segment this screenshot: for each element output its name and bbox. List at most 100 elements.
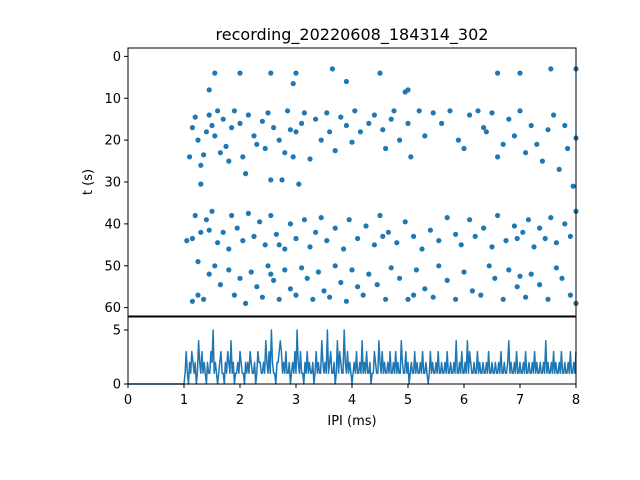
raster-point (327, 129, 333, 135)
raster-point (380, 127, 386, 133)
raster-point (517, 108, 523, 114)
raster-point (523, 150, 529, 156)
raster-point (332, 263, 338, 269)
raster-point (290, 154, 296, 160)
raster-point (223, 143, 229, 149)
raster-point (380, 233, 386, 239)
raster-point (528, 122, 534, 129)
raster-point (472, 233, 478, 239)
raster-point (559, 275, 565, 281)
raster-point (500, 141, 506, 147)
raster-point (324, 238, 330, 244)
raster-point (461, 269, 467, 275)
raster-point (243, 300, 249, 306)
raster-point (383, 296, 389, 302)
raster-point (271, 277, 277, 283)
raster-point (276, 242, 282, 248)
histogram-x-tick-label: 0 (124, 393, 132, 408)
raster-point (293, 70, 299, 76)
raster-point (201, 152, 207, 158)
raster-point (237, 120, 243, 126)
raster-point (416, 108, 422, 114)
raster-point (343, 298, 349, 304)
raster-point (419, 246, 425, 252)
raster-point (240, 154, 246, 160)
raster-point (276, 137, 282, 143)
raster-point (195, 137, 201, 143)
raster-point (203, 217, 209, 223)
raster-point (217, 150, 223, 156)
raster-point (357, 129, 363, 135)
raster-point (458, 242, 464, 248)
raster-point (394, 240, 400, 246)
raster-point (495, 70, 501, 76)
histogram-x-tick-label: 8 (572, 393, 580, 408)
raster-point (287, 286, 293, 292)
raster-point (383, 145, 389, 152)
raster-point (553, 240, 560, 246)
raster-point (366, 120, 372, 126)
raster-point (455, 137, 461, 143)
raster-point (495, 212, 501, 219)
raster-point (265, 110, 271, 116)
raster-point (231, 108, 237, 114)
raster-point (539, 158, 546, 164)
histogram-x-tick-label: 4 (348, 393, 356, 408)
raster-point (444, 215, 450, 221)
raster-point (273, 231, 279, 237)
raster-point (313, 116, 319, 122)
raster-point (192, 114, 198, 120)
raster-point (413, 267, 419, 273)
raster-point (391, 108, 397, 114)
raster-point (293, 292, 299, 298)
raster-point (189, 298, 195, 304)
raster-point (229, 125, 235, 131)
raster-point (520, 229, 526, 235)
raster-point (360, 292, 366, 298)
raster-point (436, 238, 442, 244)
raster-point (245, 210, 251, 216)
raster-point (257, 219, 263, 225)
raster-point (545, 296, 551, 302)
raster-point (338, 114, 344, 120)
raster-point (343, 122, 349, 129)
raster-point (371, 242, 377, 248)
raster-point (506, 267, 512, 273)
raster-point (237, 70, 243, 76)
histogram-y-tick-label: 5 (113, 323, 121, 338)
raster-point (467, 112, 473, 118)
raster-point (226, 267, 232, 273)
raster-point (332, 148, 338, 154)
raster-point (187, 154, 193, 160)
raster-point (500, 296, 506, 302)
raster-point (556, 166, 562, 172)
raster-point (411, 233, 417, 239)
raster-point (377, 70, 383, 76)
raster-point (243, 171, 249, 177)
raster-point (217, 282, 223, 288)
raster-point (324, 110, 330, 116)
raster-point (551, 112, 557, 118)
raster-point (422, 286, 428, 292)
raster-point (503, 238, 509, 244)
raster-point (198, 162, 204, 168)
raster-point (514, 235, 520, 242)
histogram-y-axis: 05 (113, 323, 128, 393)
raster-point (570, 183, 576, 189)
histogram-x-tick-label: 1 (180, 393, 188, 408)
raster-point (282, 246, 288, 252)
raster-y-tick-label: 30 (104, 176, 121, 191)
raster-panel: 0 10 20 30 40 50 60 t (s) (81, 47, 579, 317)
raster-point (349, 139, 355, 145)
raster-point (304, 275, 310, 281)
raster-point (220, 116, 226, 122)
raster-point (430, 110, 436, 116)
raster-point (251, 133, 257, 139)
raster-point (481, 125, 487, 131)
raster-point (548, 66, 554, 72)
raster-point (453, 296, 459, 302)
raster-point (285, 108, 291, 114)
raster-point (542, 235, 548, 242)
